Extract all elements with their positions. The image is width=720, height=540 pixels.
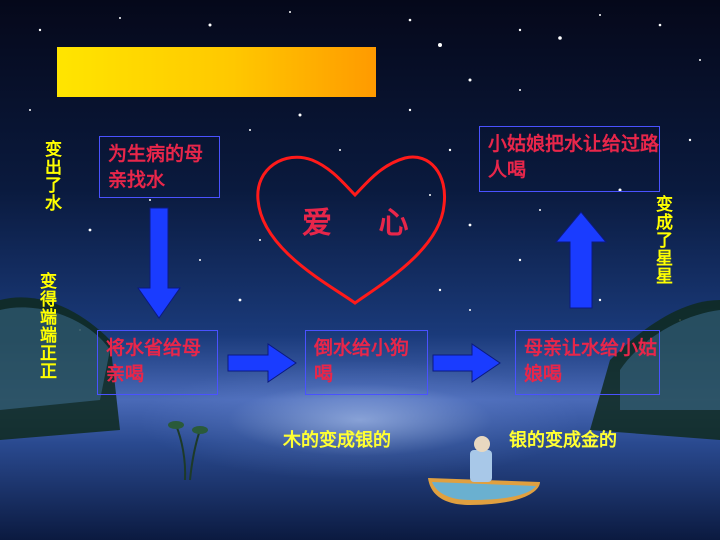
side-label-became-water: 变出了水 — [41, 140, 61, 212]
box-text: 倒水给小狗喝 — [314, 337, 410, 385]
arrow-right-icon — [432, 343, 501, 383]
caption-silver-to-gold: 银的变成金的 — [509, 430, 617, 451]
arrow-down-icon — [137, 207, 181, 319]
boat — [428, 436, 540, 505]
box-sick-mother: 为生病的母亲找水 — [99, 136, 220, 198]
side-label-became-full: 变得端端正正 — [36, 272, 56, 380]
arrow-up-icon — [554, 211, 608, 309]
box-text: 母亲让水给小姑娘喝 — [524, 337, 658, 385]
box-text: 为生病的母亲找水 — [108, 143, 204, 191]
heart-label: 爱 心 — [302, 206, 427, 241]
side-label-became-stars: 变成了星星 — [652, 195, 672, 285]
arrow-right-icon — [227, 343, 297, 383]
title-bar — [57, 47, 376, 97]
box-text: 小姑娘把水让给过路人喝 — [488, 133, 660, 181]
heart-icon — [256, 155, 447, 305]
caption-wood-to-silver: 木的变成银的 — [283, 430, 391, 451]
box-mother-girl: 母亲让水给小姑娘喝 — [515, 330, 660, 395]
box-dog-water: 倒水给小狗喝 — [305, 330, 428, 395]
box-save-water: 将水省给母亲喝 — [97, 330, 218, 395]
box-text: 将水省给母亲喝 — [106, 337, 202, 385]
box-girl-passerby: 小姑娘把水让给过路人喝 — [479, 126, 660, 192]
